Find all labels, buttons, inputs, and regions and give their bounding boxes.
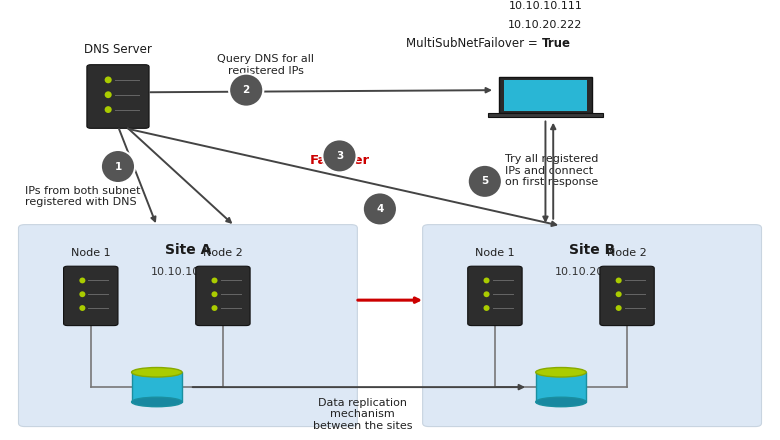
Ellipse shape	[80, 278, 85, 283]
Bar	[132, 372, 182, 402]
Text: IPs from both subnet
registered with DNS: IPs from both subnet registered with DNS	[25, 186, 140, 207]
Ellipse shape	[615, 305, 622, 311]
FancyBboxPatch shape	[423, 225, 761, 426]
Text: Query DNS for all
registered IPs: Query DNS for all registered IPs	[217, 54, 314, 76]
FancyBboxPatch shape	[196, 266, 250, 326]
Text: 4: 4	[376, 204, 384, 214]
Ellipse shape	[211, 291, 218, 297]
Ellipse shape	[536, 367, 587, 377]
Ellipse shape	[536, 397, 587, 407]
Text: Node 1: Node 1	[475, 248, 515, 258]
Text: Node 2: Node 2	[203, 248, 243, 258]
FancyBboxPatch shape	[499, 77, 592, 114]
Text: DNS Server: DNS Server	[84, 43, 152, 56]
Text: 10.10.20.222: 10.10.20.222	[555, 267, 629, 277]
Ellipse shape	[211, 305, 218, 311]
Ellipse shape	[132, 367, 182, 377]
Ellipse shape	[105, 92, 112, 98]
Ellipse shape	[484, 291, 490, 297]
Bar	[488, 114, 603, 117]
Bar	[504, 80, 587, 110]
FancyBboxPatch shape	[468, 266, 522, 326]
Text: MultiSubNetFailover =: MultiSubNetFailover =	[406, 37, 541, 50]
FancyBboxPatch shape	[600, 266, 654, 326]
Text: Site B: Site B	[569, 243, 615, 257]
Ellipse shape	[80, 291, 85, 297]
Text: Failover: Failover	[310, 154, 370, 166]
Ellipse shape	[80, 305, 85, 311]
Ellipse shape	[363, 192, 397, 225]
Ellipse shape	[211, 278, 218, 283]
Ellipse shape	[615, 291, 622, 297]
Text: 10.10.20.222: 10.10.20.222	[509, 20, 583, 30]
Text: 3: 3	[336, 151, 343, 161]
Text: Site A: Site A	[165, 243, 211, 257]
Text: Node 2: Node 2	[607, 248, 647, 258]
Ellipse shape	[322, 139, 356, 172]
Ellipse shape	[484, 305, 490, 311]
Ellipse shape	[484, 278, 490, 283]
Text: 5: 5	[481, 176, 488, 187]
Text: True: True	[542, 37, 571, 50]
Text: Data replication
mechanism
between the sites: Data replication mechanism between the s…	[313, 398, 413, 431]
Ellipse shape	[229, 73, 264, 106]
Text: 10.10.10.111: 10.10.10.111	[509, 1, 583, 11]
Ellipse shape	[105, 106, 112, 113]
FancyBboxPatch shape	[19, 225, 357, 426]
Ellipse shape	[468, 165, 502, 198]
Ellipse shape	[615, 278, 622, 283]
Ellipse shape	[132, 397, 182, 407]
FancyBboxPatch shape	[63, 266, 118, 326]
Text: 2: 2	[243, 85, 250, 95]
Bar	[536, 372, 587, 402]
Text: 1: 1	[115, 161, 122, 172]
Text: 10.10.10.111: 10.10.10.111	[151, 267, 225, 277]
Text: Node 1: Node 1	[71, 248, 111, 258]
Text: Try all registered
IPs and connect
on first response: Try all registered IPs and connect on fi…	[505, 154, 598, 187]
FancyBboxPatch shape	[87, 65, 149, 128]
Ellipse shape	[105, 77, 112, 83]
Ellipse shape	[101, 150, 135, 183]
